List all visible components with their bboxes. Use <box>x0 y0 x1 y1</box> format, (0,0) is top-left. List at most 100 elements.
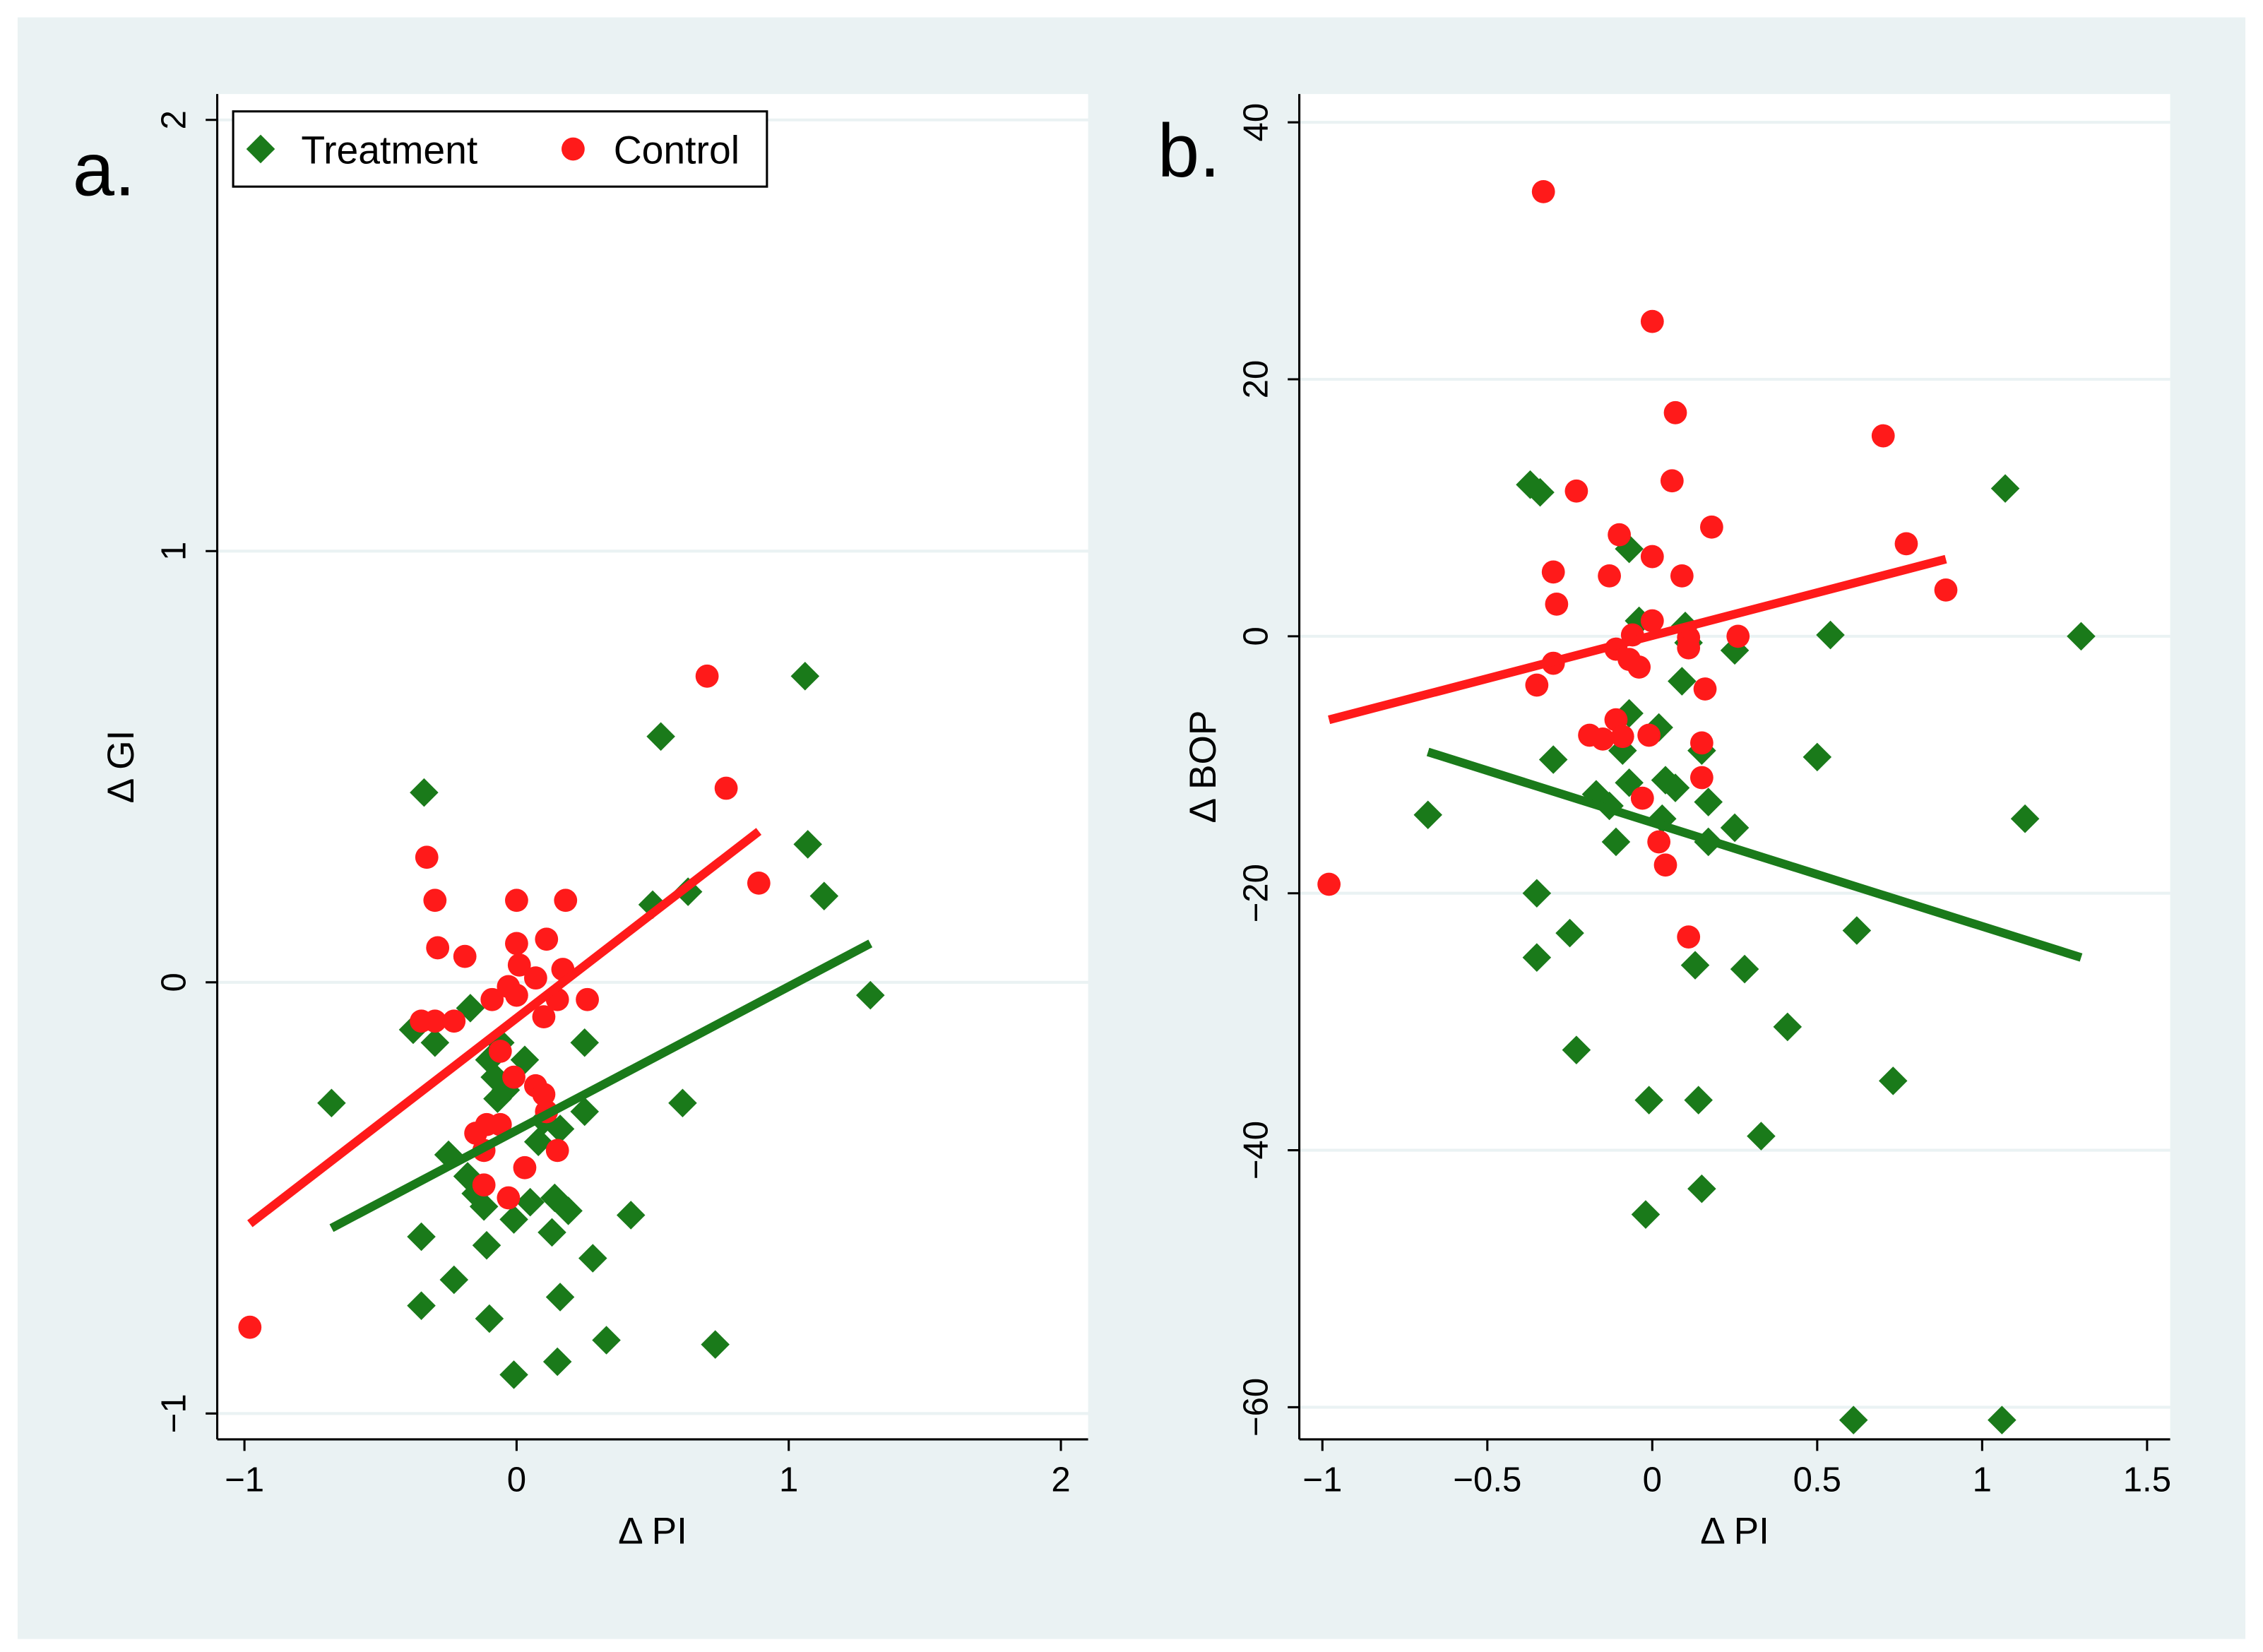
control-point <box>464 1122 487 1145</box>
treatment-point <box>1839 1406 1868 1434</box>
control-point <box>1627 655 1651 679</box>
control-point <box>1545 593 1569 616</box>
legend-control-marker <box>562 137 585 161</box>
treatment-point <box>1720 813 1750 843</box>
legend: Treatment Control <box>232 110 768 188</box>
control-point <box>1647 830 1671 854</box>
treatment-point <box>646 722 675 751</box>
control-point <box>1871 424 1895 448</box>
control-point <box>1525 673 1549 697</box>
y-tick-label: 0 <box>1237 626 1276 646</box>
treatment-point <box>592 1326 621 1355</box>
control-point <box>1700 515 1723 539</box>
control-fit-line <box>1328 554 1947 725</box>
treatment-point <box>790 662 820 691</box>
x-tick-label: 0 <box>1643 1461 1662 1499</box>
control-point <box>1640 545 1664 569</box>
treatment-point <box>809 881 839 910</box>
x-tick-label: 2 <box>1051 1461 1070 1499</box>
control-point <box>513 1155 537 1179</box>
control-point <box>1531 180 1555 203</box>
control-point <box>1934 578 1958 602</box>
control-point <box>1693 677 1717 701</box>
treatment-point <box>469 1192 499 1221</box>
treatment-point <box>1687 1174 1716 1204</box>
control-point <box>472 1173 496 1197</box>
y-tick-label: 0 <box>155 973 194 992</box>
control-point <box>532 1005 556 1029</box>
control-point <box>1663 400 1687 424</box>
x-tick-label: 0 <box>507 1461 526 1499</box>
treatment-point <box>1747 1122 1776 1151</box>
treatment-point <box>793 830 822 859</box>
control-point <box>554 889 578 913</box>
control-point <box>695 664 719 688</box>
control-point <box>1677 636 1701 660</box>
control-point <box>1660 469 1684 493</box>
control-point <box>1608 523 1632 547</box>
treatment-fit-line <box>1426 747 2083 962</box>
control-point <box>480 987 504 1011</box>
treatment-point <box>523 1127 553 1156</box>
y-axis-label: Δ BOP <box>1182 711 1224 824</box>
x-tick-label: 1.5 <box>2123 1461 2171 1499</box>
treatment-point <box>439 1265 469 1295</box>
treatment-point <box>537 1218 566 1247</box>
control-point <box>423 1009 447 1033</box>
treatment-point <box>472 1230 501 1260</box>
treatment-point <box>483 1084 512 1113</box>
control-point <box>1670 564 1694 588</box>
control-point <box>1653 853 1677 877</box>
y-tick-label: 40 <box>1237 103 1276 142</box>
control-point <box>1591 727 1615 751</box>
y-tick-label: 1 <box>155 542 194 561</box>
x-tick-label: −1 <box>225 1461 264 1499</box>
control-point <box>507 953 531 977</box>
control-point <box>1317 872 1341 896</box>
control-point <box>497 1186 521 1210</box>
control-point <box>1689 731 1713 755</box>
x-tick-label: −0.5 <box>1453 1461 1521 1499</box>
y-tick-label: −40 <box>1237 1121 1276 1179</box>
treatment-point <box>570 1028 600 1057</box>
legend-treatment-label: Treatment <box>301 128 477 172</box>
control-point <box>1726 624 1750 648</box>
control-point <box>1894 532 1918 556</box>
treatment-point <box>516 1187 545 1217</box>
treatment-point <box>668 1088 697 1117</box>
control-point <box>1564 479 1588 503</box>
control-point <box>1610 725 1634 749</box>
plot-area <box>1299 94 2170 1439</box>
control-point <box>1637 723 1661 747</box>
control-point <box>1541 560 1565 584</box>
control-point <box>505 983 528 1007</box>
treatment-point <box>1802 742 1832 772</box>
panel-b: −60 −40 −20 0 20 40 −1 −0.5 0 0.5 1 1.5 Δ PI Δ BOP b. <box>1158 94 2171 1552</box>
control-point <box>426 936 450 960</box>
panel-label: a. <box>73 128 136 212</box>
legend-box <box>232 110 768 188</box>
treatment-point <box>1878 1066 1908 1095</box>
control-fit-line <box>247 828 762 1228</box>
control-point <box>1640 609 1664 633</box>
treatment-point <box>410 778 439 807</box>
x-axis-label: Δ PI <box>618 1510 687 1552</box>
y-tick-label: 20 <box>1237 360 1276 399</box>
control-point <box>747 871 771 895</box>
y-tick-label: 2 <box>155 110 194 129</box>
panel-label: b. <box>1158 109 1220 193</box>
treatment-point <box>1526 477 1555 507</box>
treatment-point <box>1413 800 1443 830</box>
treatment-point <box>1668 667 1697 696</box>
y-tick-label: −60 <box>1237 1378 1276 1437</box>
treatment-point <box>1684 1086 1713 1115</box>
y-tick-label: −20 <box>1237 864 1276 922</box>
control-point <box>523 966 547 990</box>
treatment-point <box>499 1360 528 1389</box>
y-tick-label: −1 <box>155 1393 194 1433</box>
treatment-point <box>1631 1200 1661 1229</box>
control-point <box>535 927 559 951</box>
treatment-point <box>1842 916 1872 945</box>
panel-a: −1 0 1 2 −1 0 1 2 Δ PI Δ GI a. <box>73 94 1088 1552</box>
